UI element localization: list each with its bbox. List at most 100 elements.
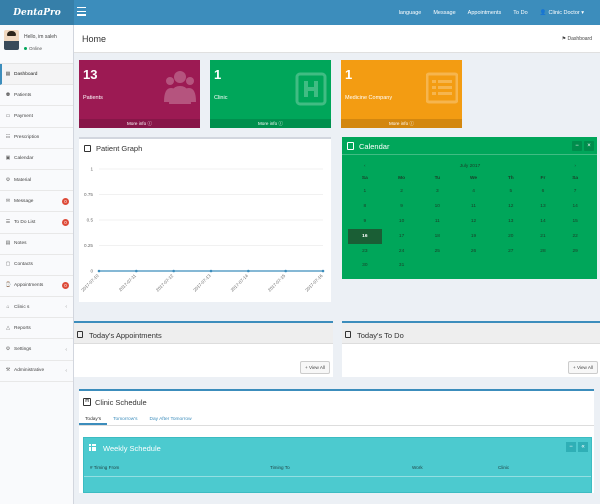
weekly-schedule-box: Weekly Schedule − « # Timing From Timing… [83,437,592,493]
calendar-day[interactable]: 25 [434,248,440,254]
topnav-message[interactable]: Message [433,9,456,16]
sidebar-item-administrative[interactable]: ⚒ Administrative ‹ [0,361,73,382]
calendar-day[interactable]: 3 [435,188,439,194]
calendar-day[interactable] [453,258,494,273]
sidebar-item-calendar[interactable]: ▣ Calendar [0,149,73,170]
calendar-day[interactable]: 17 [398,233,405,239]
calendar-day[interactable]: 12 [508,203,514,209]
calendar-day[interactable]: 30 [362,263,368,269]
sidebar-item-notes[interactable]: ▤ Notes [0,234,73,255]
sidebar-item-contacts[interactable]: ▢ Contacts [0,255,73,276]
calendar-day[interactable]: 20 [508,233,514,239]
calendar-day[interactable]: 23 [362,248,368,254]
hospital-h-icon: H [83,398,91,406]
calendar-day[interactable]: 1 [363,188,367,194]
calendar-day[interactable]: 12 [470,218,477,224]
sidebar-item-prescription[interactable]: ☷ Prescription [0,128,73,149]
schedule-tabs: Today's Tomorrow's Day After Tomorrow [79,414,594,426]
calendar-day[interactable]: 26 [470,248,477,254]
calendar-day[interactable]: 29 [572,248,578,254]
sidebar-item-label: Appointments [14,283,44,289]
users-icon [164,71,196,104]
calendar-day[interactable]: 8 [363,203,367,209]
calendar-day[interactable] [422,258,454,273]
calendar-day[interactable]: 9 [363,218,367,224]
calendar-day[interactable]: 15 [572,218,578,224]
topnav-language[interactable]: language [398,9,422,16]
sidebar-item-to-do-list[interactable]: ☰ To Do List 0 [0,212,73,234]
patient-graph-panel: Patient Graph 1 0.75 0.5 0.25 0 2017-07-10 201… [79,137,331,302]
calendar-day[interactable]: 14 [540,218,546,224]
notes-icon: ▤ [5,240,11,247]
calendar-prev-button[interactable]: ‹ [364,163,366,169]
calendar-day[interactable]: 14 [572,203,578,209]
calendar-day[interactable] [528,258,559,273]
sidebar-item-clinic-s[interactable]: ⌂ Clinic s ‹ [0,297,73,319]
calendar-next-button[interactable]: › [574,163,576,169]
calendar-day[interactable]: 24 [398,248,405,254]
sidebar-item-settings[interactable]: ⚙ Settings ‹ [0,339,73,361]
calendar-day[interactable]: 9 [400,203,403,209]
appointments-icon: ⌚ [5,282,12,289]
appointments-view-all-button[interactable]: + View All [300,361,330,374]
calendar-day[interactable]: 22 [572,233,578,239]
sidebar-item-patients[interactable]: ⚉ Patients [0,85,73,107]
todo-view-all-button[interactable]: + View All [568,361,598,374]
sidebar-item-dashboard[interactable]: ▦ Dashboard [0,64,73,86]
sidebar-toggle-icon[interactable] [77,7,86,17]
sidebar-item-material[interactable]: ⚙ Material [0,170,73,192]
tablet-icon [84,145,91,152]
weekly-collapse-button[interactable]: − [566,442,576,452]
clinic-more-info[interactable]: More info ⓘ [210,119,331,128]
todo-panel: Today's To Do + View All [342,321,600,377]
patients-more-info[interactable]: More info ⓘ [79,119,200,128]
calendar-day[interactable]: 31 [398,263,405,269]
calendar-day[interactable]: 11 [471,203,477,209]
calendar-day[interactable]: 21 [540,233,546,239]
topnav-todo[interactable]: To Do [513,9,528,16]
sidebar-item-reports[interactable]: △ Reports [0,318,73,340]
calendar-day[interactable]: 19 [470,233,477,239]
calendar-collapse-button[interactable]: − [572,141,582,151]
calendar-day[interactable]: 2 [400,188,403,194]
calendar-day[interactable] [494,258,528,273]
todo-icon: ☰ [5,218,11,225]
medicine-company-more-info[interactable]: More info ⓘ [341,119,462,128]
sidebar-item-label: Message [14,198,34,204]
calendar-day[interactable]: 5 [509,188,513,194]
tab-day-after-tomorrow[interactable]: Day After Tomorrow [149,417,192,422]
calendar-weekday: Mo [398,175,406,181]
data-point [172,269,175,273]
data-point [321,269,325,273]
clinic-schedule-title: Clinic Schedule [95,398,147,407]
calendar-day[interactable]: 18 [434,233,440,239]
calendar-day[interactable]: 13 [540,203,546,209]
data-point [247,269,250,273]
calendar-header: Calendar − × [342,137,597,155]
sidebar-item-payment[interactable]: ▭ Payment [0,106,73,128]
calendar-day[interactable]: 10 [434,203,440,209]
calendar-day[interactable]: 13 [508,218,514,224]
calendar-day[interactable]: 4 [472,188,475,194]
app-logo[interactable]: DentaPro [0,0,74,25]
calendar-day[interactable]: 27 [508,248,514,254]
sidebar-item-message[interactable]: ✉ Message 0 [0,191,73,213]
calendar-close-button[interactable]: × [584,141,594,151]
user-menu[interactable]: 👤 Clinic Doctor ▾ [534,10,590,16]
weekly-close-button[interactable]: « [578,442,588,452]
calendar-day[interactable]: 7 [573,188,577,194]
topnav-appointments[interactable]: Appointments [467,9,502,16]
tab-tomorrows[interactable]: Tomorrow's [113,417,138,422]
sidebar-item-label: Clinic s [14,304,30,310]
calendar-day[interactable]: 28 [540,248,546,254]
tab-todays[interactable]: Today's [79,414,108,425]
sidebar-item-appointments[interactable]: ⌚ Appointments 0 [0,276,73,298]
calendar-day[interactable]: 10 [398,218,405,224]
calendar-day[interactable] [558,258,592,273]
calendar-day[interactable]: 16 [348,228,382,244]
calendar-day[interactable]: 6 [541,188,545,194]
breadcrumb[interactable]: ⚑ Dashboard [561,36,592,42]
todo-header: Today's To Do [342,323,600,344]
calendar-day[interactable]: 11 [434,218,440,224]
y-tick-label: 1 [90,167,93,172]
